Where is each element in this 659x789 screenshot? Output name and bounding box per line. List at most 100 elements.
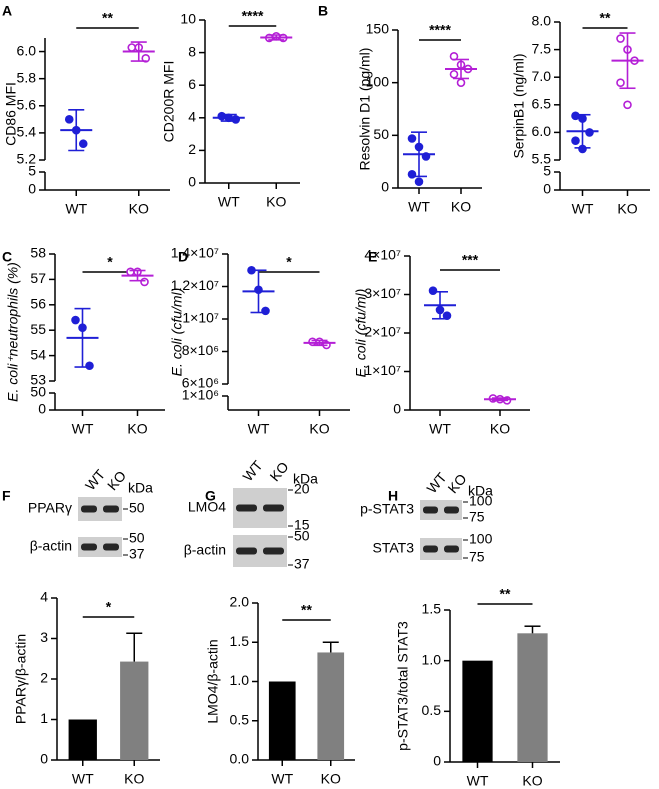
panel-label: F — [2, 488, 11, 504]
data-point — [85, 361, 94, 371]
unit-label: kDa — [468, 483, 493, 499]
x-tick-label: WT — [572, 201, 594, 217]
bar — [517, 633, 548, 762]
y-tick-label: 1.5 — [230, 633, 250, 649]
y-tick-label: 2 — [40, 670, 48, 686]
bar — [120, 661, 149, 760]
data-point — [571, 136, 580, 145]
y-tick-label: 0.5 — [230, 711, 250, 727]
y-tick-label: 4 — [188, 109, 196, 125]
y-tick-label: 0 — [38, 401, 46, 417]
marker-label: 75 — [469, 509, 485, 525]
data-point — [261, 306, 270, 316]
lane-label: WT — [82, 466, 109, 493]
blot-band — [81, 505, 97, 513]
y-axis-label: Resolvin D1 (pg/ml) — [357, 48, 373, 171]
y-tick-label: 0 — [381, 179, 389, 195]
y-tick-label: 3×10⁷ — [364, 285, 401, 301]
blot-membrane — [78, 537, 122, 557]
lane-label: KO — [444, 470, 469, 496]
blot-band — [263, 504, 284, 512]
marker-label: 100 — [469, 493, 493, 509]
blot-band — [423, 545, 438, 553]
y-tick-label: 3 — [40, 629, 48, 645]
y-tick-label: 100 — [366, 73, 390, 89]
x-tick-label: WT — [408, 199, 430, 215]
marker-label: 75 — [469, 549, 485, 565]
panel-label: E — [368, 249, 377, 265]
y-tick-label: 57 — [30, 270, 46, 286]
marker-label: 37 — [294, 556, 310, 572]
y-tick-label: 6.0 — [17, 42, 37, 58]
data-point — [127, 43, 137, 52]
significance-label: * — [286, 254, 292, 270]
data-point — [126, 267, 135, 277]
y-axis-label: p-STAT3/total STAT3 — [395, 621, 411, 751]
blot-band — [81, 543, 97, 551]
bar — [68, 719, 97, 760]
significance-label: ** — [301, 602, 312, 618]
y-tick-label: 5 — [543, 163, 551, 179]
y-tick-label: 0.5 — [422, 702, 442, 718]
x-tick-label: KO — [129, 201, 149, 217]
y-tick-label: 4 — [40, 589, 48, 605]
y-axis-label: E. coli (cfu/ml) — [169, 288, 185, 377]
bar — [462, 660, 493, 762]
row-label: p-STAT3 — [360, 501, 414, 517]
y-tick-label: 1 — [40, 710, 48, 726]
y-axis-label: SerpinB1 (ng/ml) — [511, 53, 527, 158]
y-tick-label: 53 — [30, 372, 46, 388]
y-tick-label: 58 — [30, 245, 46, 261]
significance-label: ** — [102, 10, 113, 26]
blot-band — [263, 547, 284, 555]
x-tick-label: WT — [72, 421, 94, 437]
y-axis-label: CD86 MFI — [3, 82, 19, 146]
panel-label: D — [178, 249, 188, 265]
blot-band — [103, 505, 119, 513]
bar — [268, 681, 296, 760]
significance-label: **** — [242, 8, 264, 24]
data-point — [140, 277, 149, 287]
significance-label: ** — [500, 586, 511, 602]
x-tick-label: WT — [429, 421, 451, 437]
y-tick-label: 1.2×10⁷ — [171, 277, 219, 293]
x-tick-label: KO — [522, 773, 542, 789]
y-tick-label: 55 — [30, 321, 46, 337]
data-point — [414, 177, 424, 186]
y-tick-label: 1×10⁶ — [182, 387, 219, 403]
y-tick-label: 5.2 — [17, 151, 37, 167]
lane-label: KO — [104, 467, 129, 493]
y-tick-label: 7.5 — [532, 40, 552, 56]
x-tick-label: KO — [266, 194, 286, 210]
x-tick-label: KO — [490, 421, 510, 437]
y-tick-label: 6 — [188, 76, 196, 92]
significance-label: *** — [462, 252, 479, 268]
data-point — [623, 100, 632, 110]
marker-label: 37 — [129, 546, 145, 562]
data-point — [571, 111, 580, 121]
y-tick-label: 0 — [40, 751, 48, 767]
y-tick-label: 1.0 — [230, 672, 250, 688]
lane-label: KO — [266, 458, 291, 484]
y-tick-label: 150 — [366, 21, 390, 37]
y-axis-label: E. coli⁺neutrophils (%) — [5, 262, 21, 402]
x-tick-label: KO — [127, 421, 147, 437]
y-axis-label: PPARγ/β-actin — [13, 634, 29, 724]
x-tick-label: WT — [248, 421, 270, 437]
y-tick-label: 8.0 — [532, 13, 552, 29]
blot-band — [236, 547, 257, 555]
y-axis-label: LMO4/β-actin — [205, 639, 221, 723]
blot-membrane — [420, 538, 462, 560]
unit-label: kDa — [128, 480, 153, 496]
marker-label: 15 — [294, 517, 310, 533]
data-point — [616, 34, 625, 43]
y-tick-label: 0 — [28, 181, 36, 197]
x-tick-label: WT — [467, 773, 489, 789]
y-tick-label: 4×10⁷ — [364, 247, 401, 263]
row-label: STAT3 — [373, 540, 415, 556]
y-tick-label: 50 — [373, 126, 389, 142]
y-tick-label: 2×10⁷ — [364, 324, 401, 340]
x-tick-label: WT — [72, 771, 94, 787]
marker-label: 100 — [469, 531, 493, 547]
